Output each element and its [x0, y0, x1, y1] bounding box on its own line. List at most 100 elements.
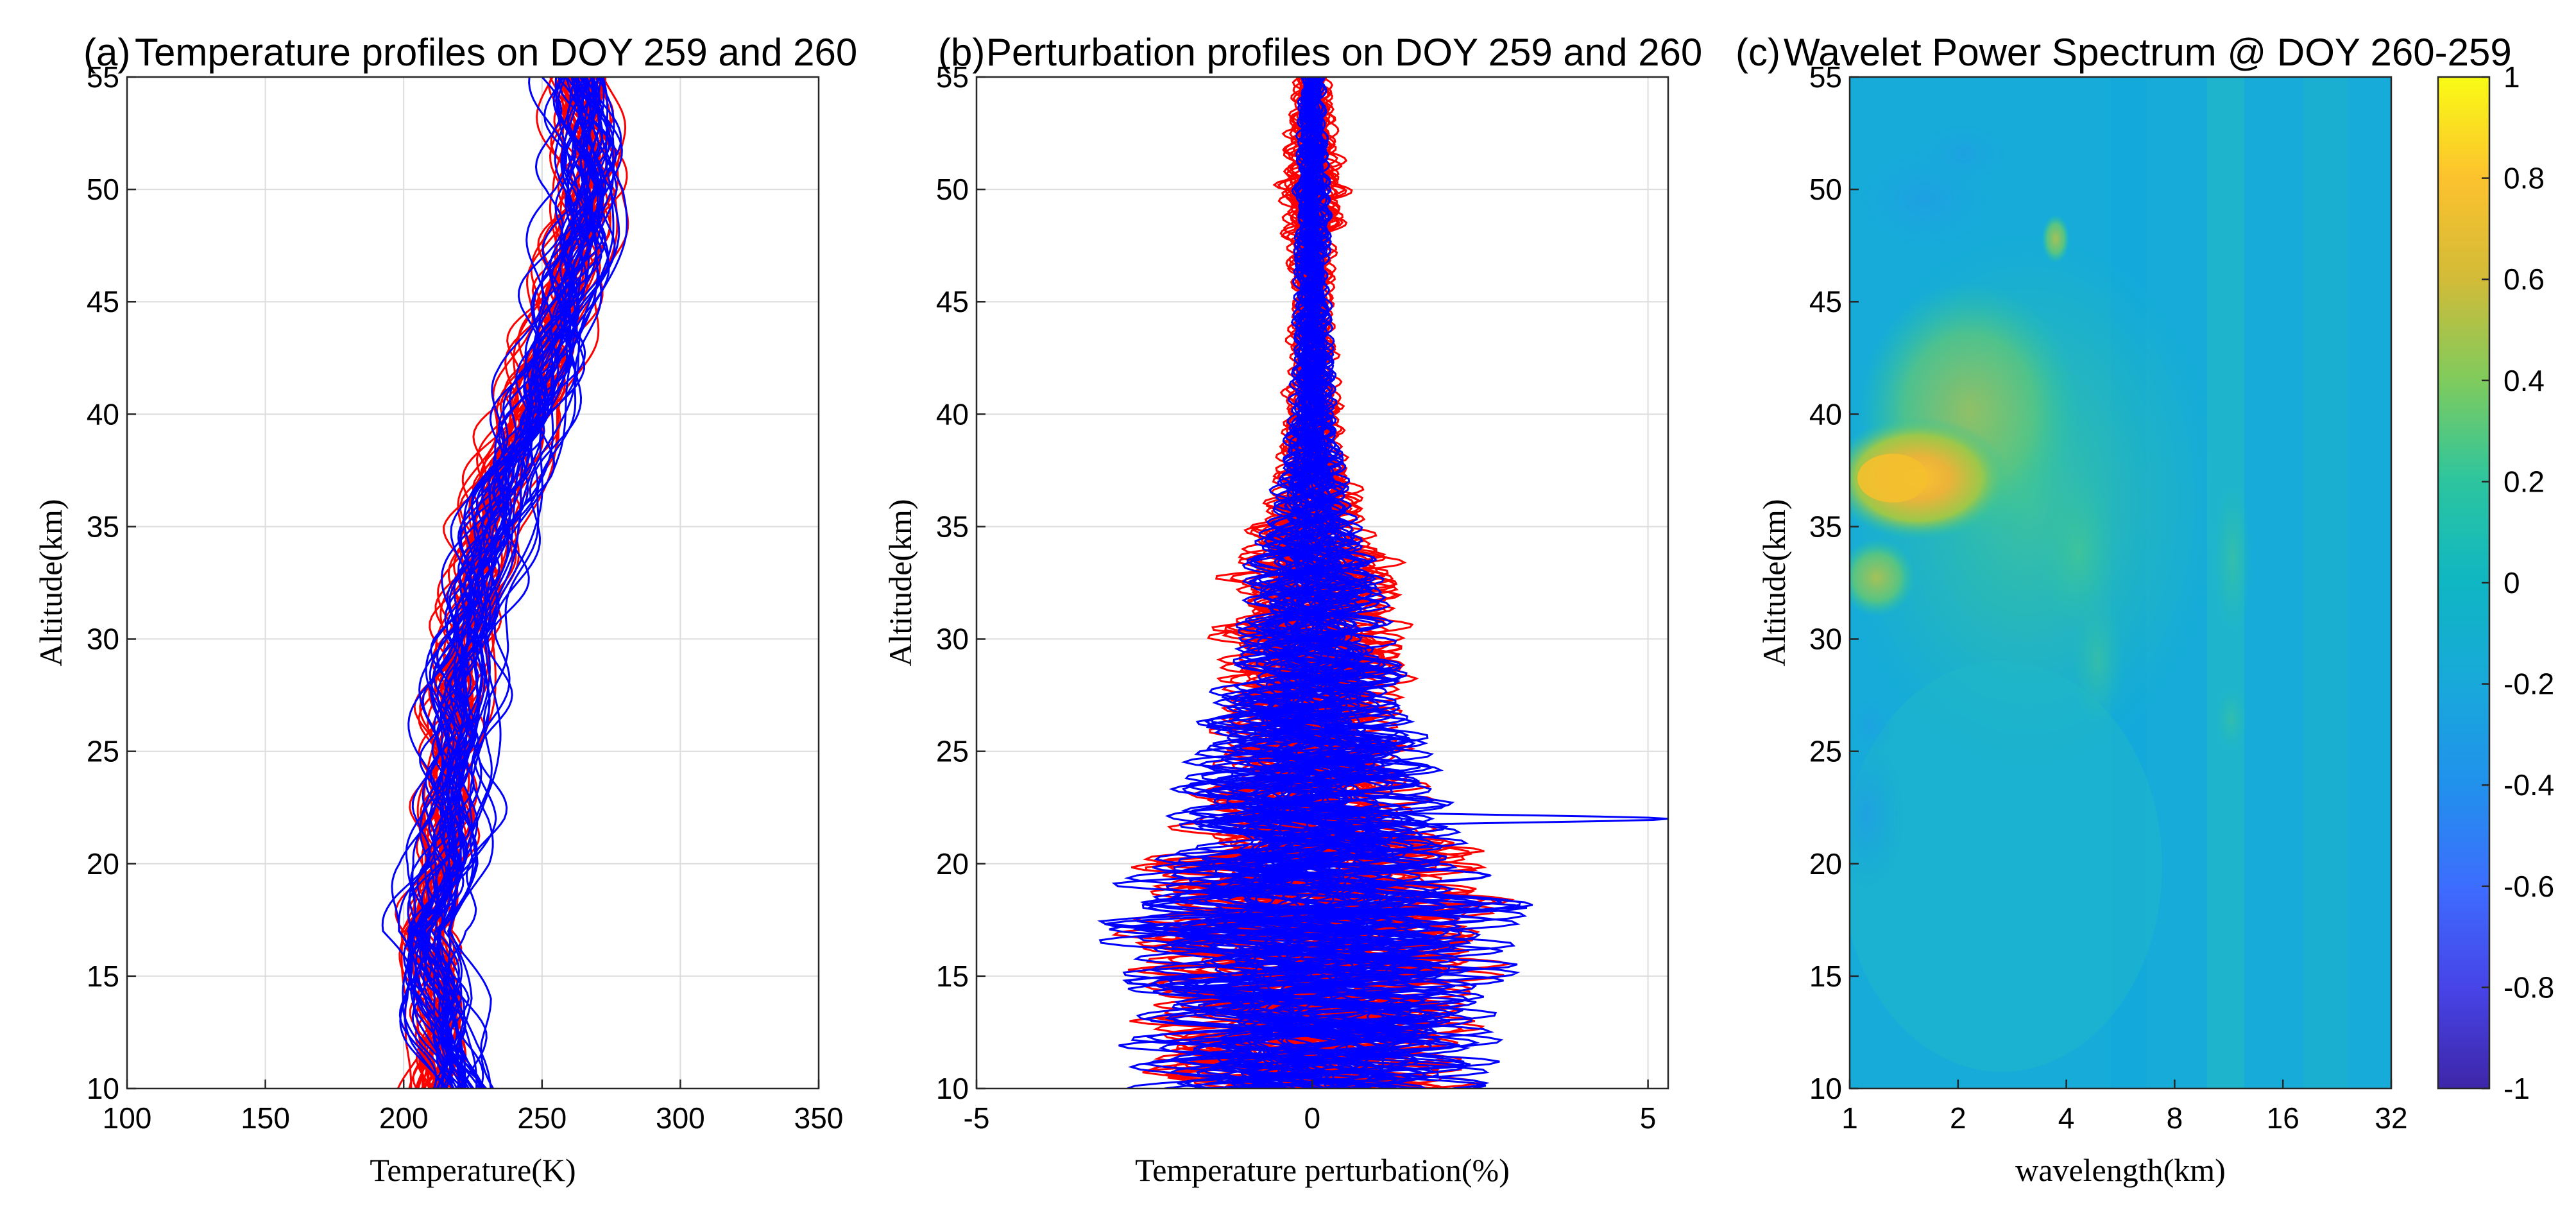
perturbation-line-doy260: [1141, 77, 1481, 1089]
ticks-a: 10 15 20 25 30 35 40 45 50 55 100 150 200 250 300 350: [87, 60, 844, 1135]
y-tick-label: 40: [936, 397, 969, 431]
y-tick-label: 40: [87, 397, 119, 431]
colorbar-tick-label: -0.2: [2503, 667, 2554, 701]
profile-line-doy260: [422, 77, 615, 1089]
y-tick-label: 45: [87, 285, 119, 318]
perturbation-spike-doy260: [1311, 793, 1668, 846]
x-tick-label: 16: [2267, 1101, 2299, 1135]
profiles-b: [1097, 77, 1668, 1089]
y-tick-label: 25: [87, 735, 119, 768]
y-tick-label: 55: [936, 60, 969, 94]
colorbar: [2438, 77, 2489, 1089]
x-tick-label: -5: [964, 1101, 990, 1135]
y-tick-label: 40: [1809, 397, 1842, 431]
colorbar-tick-label: -0.6: [2503, 870, 2554, 903]
x-tick-label: 100: [103, 1101, 152, 1135]
y-tick-label: 15: [936, 960, 969, 993]
colorbar-tick-label: -0.8: [2503, 970, 2554, 1004]
y-tick-label: 30: [87, 623, 119, 656]
perturbation-line-doy260: [1263, 77, 1368, 1089]
x-tick-label: 8: [2167, 1101, 2183, 1135]
y-tick-label: 10: [936, 1072, 969, 1105]
axes-frame-c: [1848, 76, 2393, 1090]
colorbar-tick-label: 0.6: [2503, 262, 2545, 296]
y-tick-label: 30: [936, 623, 969, 656]
x-tick-label: 300: [656, 1101, 705, 1135]
panel-letter-b: (b): [938, 31, 985, 74]
colorbar-ticks: 1 0.8 0.6 0.4 0.2 0 -0.2 -0.4 -0.6 -0.8 -1: [2482, 60, 2554, 1105]
x-tick-label: 2: [1950, 1101, 1966, 1135]
heatmap-region: [1850, 738, 1906, 892]
chart-title-c: Wavelet Power Spectrum @ DOY 260-259: [1784, 31, 2512, 74]
y-tick-label: 50: [1809, 173, 1842, 206]
colorbar-tick-label: -0.4: [2503, 768, 2554, 802]
y-tick-label: 50: [87, 173, 119, 206]
y-tick-label: 45: [1809, 285, 1842, 318]
panel-b: 10 15 20 25 30 35 40 45 50 55 -5 0 5 (b) Perturbatio…: [882, 31, 1702, 1188]
y-tick-label: 50: [936, 173, 969, 206]
panel-a: 10 15 20 25 30 35 40 45 50 55 100 150 200 250 300 350 (…: [33, 31, 857, 1188]
y-axis-label-a: Altitude(km): [33, 499, 69, 666]
x-tick-label: 150: [241, 1101, 290, 1135]
profile-line-doy260: [407, 77, 564, 1089]
perturbation-line-doy260: [1097, 77, 1502, 1089]
x-tick-label: 250: [517, 1101, 567, 1135]
panel-letter-a: (a): [83, 31, 130, 74]
panel-c: 10 15 20 25 30 35 40 45 50 55 1 2 4 8 16 32 1 0.8 0.6 0.4 0…: [1736, 31, 2554, 1188]
y-tick-label: 25: [1809, 735, 1842, 768]
x-tick-label: 4: [2058, 1101, 2075, 1135]
x-axis-label-c: wavelength(km): [2015, 1152, 2226, 1188]
colorbar-tick-label: -1: [2503, 1072, 2530, 1105]
y-tick-label: 45: [936, 285, 969, 318]
x-tick-label: 200: [379, 1101, 429, 1135]
panel-letter-c: (c): [1736, 31, 1780, 74]
axes-frame-b: [975, 76, 1669, 1090]
y-axis-label-c: Altitude(km): [1756, 499, 1792, 666]
heatmap-peak: [1857, 454, 1928, 503]
profile-line-doy260: [416, 77, 622, 1089]
colorbar-tick-label: 0.8: [2503, 162, 2545, 195]
ticks-b: 10 15 20 25 30 35 40 45 50 55 -5 0 5: [936, 60, 1657, 1135]
y-tick-label: 10: [1809, 1072, 1842, 1105]
colorbar-tick-label: 1: [2503, 60, 2520, 94]
heatmap-region: [1850, 661, 2162, 1072]
heatmap-c: [1850, 77, 2391, 1089]
x-tick-label: 32: [2375, 1101, 2407, 1135]
heatmap-region: [1850, 693, 1896, 757]
heatmap-region: [2216, 687, 2247, 751]
heatmap-region: [2040, 475, 2117, 629]
profile-line-doy260: [419, 77, 623, 1089]
y-tick-label: 15: [87, 960, 119, 993]
perturbation-line-doy260: [1176, 77, 1432, 1089]
axes-frame-a: [126, 76, 820, 1090]
profile-line-doy260: [447, 77, 609, 1089]
y-tick-label: 20: [87, 847, 119, 881]
chart-title-b: Perturbation profiles on DOY 259 and 260: [986, 31, 1702, 74]
heatmap-region: [1850, 539, 1915, 616]
heatmap-region: [1912, 119, 2015, 189]
y-tick-label: 30: [1809, 623, 1842, 656]
colorbar-tick-label: 0.4: [2503, 364, 2545, 397]
heatmap-region: [2213, 481, 2252, 635]
heatmap-band: [2303, 77, 2348, 1089]
x-tick-label: 350: [794, 1101, 844, 1135]
y-tick-label: 15: [1809, 960, 1842, 993]
chart-title-a: Temperature profiles on DOY 259 and 260: [135, 31, 857, 74]
x-tick-label: 0: [1304, 1101, 1321, 1135]
profiles-a: [381, 77, 629, 1089]
x-tick-label: 1: [1841, 1101, 1858, 1135]
colorbar-tick-label: 0.2: [2503, 465, 2545, 498]
heatmap-hotspot: [1850, 417, 2008, 539]
heatmap-region: [2042, 214, 2070, 263]
ticks-c: 10 15 20 25 30 35 40 45 50 55 1 2 4 8 16 32: [1809, 60, 2408, 1135]
profile-line-doy260: [436, 77, 628, 1089]
y-tick-label: 35: [936, 510, 969, 543]
heatmap-region: [2072, 597, 2124, 725]
y-tick-label: 20: [1809, 847, 1842, 881]
y-tick-label: 20: [936, 847, 969, 881]
y-tick-label: 55: [87, 60, 119, 94]
x-axis-label-b: Temperature perturbation(%): [1135, 1152, 1510, 1188]
y-tick-label: 35: [87, 510, 119, 543]
y-tick-label: 35: [1809, 510, 1842, 543]
